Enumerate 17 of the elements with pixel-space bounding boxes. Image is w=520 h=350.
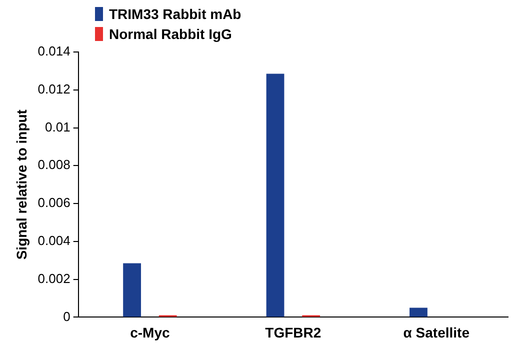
y-axis-title: Signal relative to input	[13, 109, 30, 260]
legend-label: Normal Rabbit IgG	[109, 26, 232, 42]
y-tick-label: 0.002	[38, 270, 70, 286]
x-tick-label: c-Myc	[130, 324, 170, 340]
bar	[410, 308, 428, 317]
x-tick-label: α Satellite	[403, 324, 470, 340]
y-tick-label: 0.014	[38, 44, 70, 59]
y-tick-label: 0.012	[38, 81, 70, 96]
x-tick-label: TGFBR2	[265, 324, 322, 340]
bar	[266, 74, 284, 317]
y-tick-label: 0	[63, 308, 70, 324]
y-tick-label: 0.004	[38, 233, 70, 248]
y-tick-label: 0.008	[38, 157, 70, 172]
y-tick-label: 0.006	[38, 195, 70, 210]
bar	[123, 263, 141, 317]
y-tick-label: 0.01	[45, 119, 70, 134]
legend-label: TRIM33 Rabbit mAb	[109, 6, 242, 22]
